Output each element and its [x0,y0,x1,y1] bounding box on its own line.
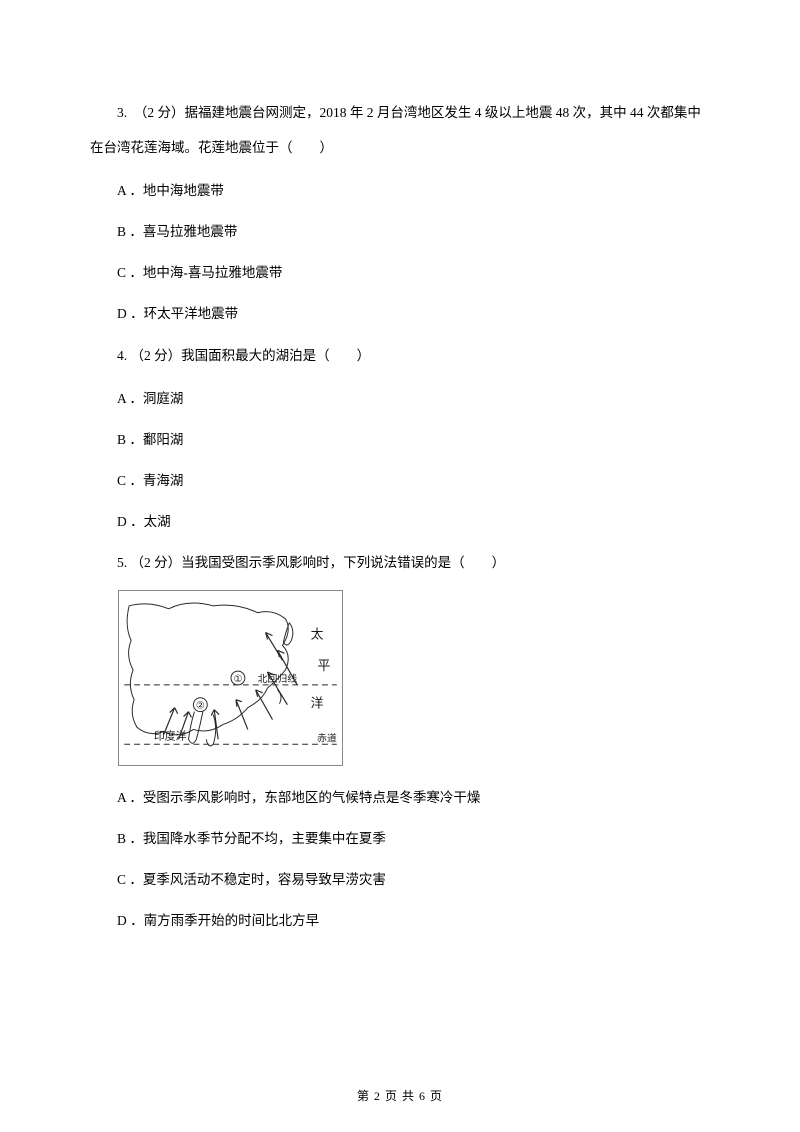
q4-option-c: C ．青海湖 [90,463,710,498]
map-label-equator: 赤道 [317,731,337,744]
q4-option-b: B ．鄱阳湖 [90,422,710,457]
page-footer: 第 2 页 共 6 页 [0,1087,800,1104]
map-svg: ① ② 太 平 洋 印度洋 北回归线 赤道 [119,591,342,765]
q4-option-a: A ．洞庭湖 [90,381,710,416]
q5-map-image: ① ② 太 平 洋 印度洋 北回归线 赤道 [118,590,343,766]
q4-text: 4. （2 分）我国面积最大的湖泊是（ ） [90,338,710,373]
question-3: 3. （2 分）据福建地震台网测定，2018 年 2 月台湾地区发生 4 级以上… [90,95,710,332]
svg-text:①: ① [233,674,242,685]
svg-text:洋: 洋 [311,697,324,711]
q5-option-c: C ．夏季风活动不稳定时，容易导致早涝灾害 [90,862,710,897]
map-label-tropic: 北回归线 [258,672,298,685]
q5-option-a: A ．受图示季风影响时，东部地区的气候特点是冬季寒冷干燥 [90,780,710,815]
map-label-pacific: 太 [311,628,324,642]
question-5: 5. （2 分）当我国受图示季风影响时，下列说法错误的是（ ） [90,545,710,938]
q5-option-b: B ．我国降水季节分配不均，主要集中在夏季 [90,821,710,856]
map-label-indian: 印度洋 [154,728,187,742]
q3-option-c: C ．地中海-喜马拉雅地震带 [90,255,710,290]
q3-text: 3. （2 分）据福建地震台网测定，2018 年 2 月台湾地区发生 4 级以上… [90,95,710,165]
q5-option-d: D ．南方雨季开始的时间比北方早 [90,903,710,938]
svg-text:②: ② [196,701,205,712]
q3-option-b: B ．喜马拉雅地震带 [90,214,710,249]
question-4: 4. （2 分）我国面积最大的湖泊是（ ） A ．洞庭湖 B ．鄱阳湖 C ．青… [90,338,710,539]
q3-option-d: D ．环太平洋地震带 [90,296,710,331]
q4-option-d: D ．太湖 [90,504,710,539]
svg-text:平: 平 [317,659,330,673]
q3-option-a: A ．地中海地震带 [90,173,710,208]
q5-text: 5. （2 分）当我国受图示季风影响时，下列说法错误的是（ ） [90,545,710,580]
